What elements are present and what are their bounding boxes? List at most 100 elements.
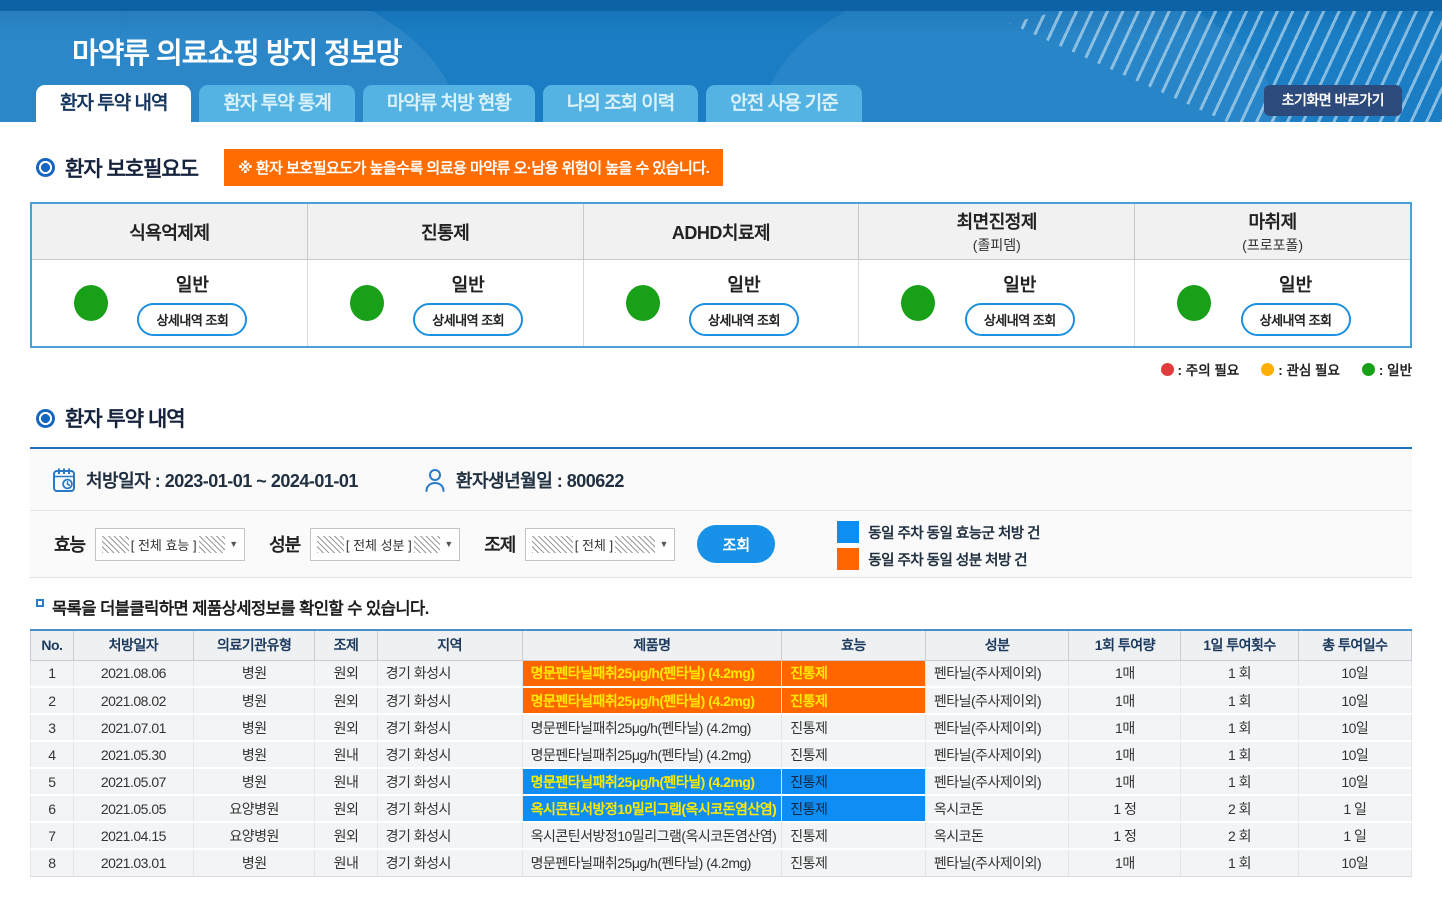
cell-ingredient: 옥시코돈: [925, 822, 1070, 850]
cell-efficacy: 진통제: [781, 768, 926, 796]
cell-dose: 1매: [1068, 660, 1182, 688]
cell-efficacy: 진통제: [781, 822, 926, 850]
legend-label: : 주의 필요: [1177, 363, 1240, 378]
prescription-period-text: 처방일자 : 2023-01-01 ~ 2024-01-01: [86, 470, 358, 491]
tab-4[interactable]: 나의 조회 이력: [542, 85, 699, 122]
protection-category-subtitle: (졸피뎀): [972, 237, 1021, 253]
chevron-down-icon: ▼: [444, 539, 454, 549]
search-button[interactable]: 조회: [697, 525, 776, 563]
detail-view-button[interactable]: 상세내역 조회: [1240, 302, 1351, 336]
column-header: 제품명: [522, 629, 783, 661]
cell-date: 2021.05.07: [73, 768, 194, 796]
cell-region: 경기 화성시: [377, 849, 523, 877]
table-row[interactable]: 1 2021.08.06 병원 원외 경기 화성시 명문펜타닐패취25μg/h(펜타닐) …: [30, 660, 1413, 688]
filter-group-3: 조제 [ 전체 ] ▼: [484, 527, 676, 561]
status-label: 일반: [1003, 274, 1037, 295]
cell-ingredient: 펜타닐(주사제이외): [925, 849, 1070, 877]
protection-notice: ※ 환자 보호필요도가 높을수록 의료용 마약류 오·남용 위험이 높을 수 있…: [224, 149, 724, 186]
status-label: 일반: [175, 274, 209, 295]
cell-no: 7: [30, 822, 74, 850]
cell-dose: 1매: [1068, 714, 1182, 742]
cell-ingredient: 펜타닐(주사제이외): [925, 687, 1070, 715]
detail-view-button[interactable]: 상세내역 조회: [964, 302, 1075, 336]
cell-region: 경기 화성시: [377, 822, 523, 850]
legend-label: 동일 주차 동일 성분 처방 건: [868, 552, 1028, 569]
cell-dispense: 원외: [314, 822, 378, 850]
column-header: 조제: [314, 629, 378, 661]
table-row[interactable]: 7 2021.04.15 요양병원 원외 경기 화성시 옥시콘틴서방정10밀리그램(옥시코…: [30, 822, 1413, 850]
status-dot-icon: [74, 285, 108, 321]
cell-region: 경기 화성시: [377, 687, 523, 715]
cell-ingredient: 펜타닐(주사제이외): [925, 768, 1070, 796]
select-hatch: [532, 535, 573, 553]
detail-view-button[interactable]: 상세내역 조회: [413, 302, 524, 336]
cell-no: 2: [30, 687, 74, 715]
select-value: [ 전체 효능 ]: [130, 537, 197, 553]
column-header: 총 투여일수: [1298, 629, 1413, 661]
cell-dispense: 원외: [314, 714, 378, 742]
cell-region: 경기 화성시: [377, 660, 523, 688]
cell-days: 10일: [1298, 741, 1413, 769]
cell-dispense: 원내: [314, 768, 378, 796]
cell-ingredient: 펜타닐(주사제이외): [925, 714, 1070, 742]
legend-label: 동일 주차 동일 효능군 처방 건: [868, 525, 1040, 542]
cell-dispense: 원외: [314, 795, 378, 823]
cell-date: 2021.08.06: [73, 660, 194, 688]
legend-dot-icon: [1361, 362, 1375, 376]
cell-org: 병원: [193, 714, 316, 742]
detail-view-button[interactable]: 상세내역 조회: [689, 302, 799, 336]
status-legend-item: : 관심 필요: [1261, 359, 1340, 379]
protection-section-header: 환자 보호필요도 ※ 환자 보호필요도가 높을수록 의료용 마약류 오·남용 위…: [36, 149, 1442, 186]
protection-col-header: 마취제 (프로포폴): [1135, 204, 1410, 260]
table-row[interactable]: 3 2021.07.01 병원 원외 경기 화성시 명문펜타닐패취25μg/h(펜타닐) …: [30, 714, 1413, 742]
cell-freq: 1 회: [1180, 768, 1299, 796]
table-row[interactable]: 2 2021.08.02 병원 원외 경기 화성시 명문펜타닐패취25μg/h(펜타닐) …: [30, 687, 1413, 715]
cell-days: 10일: [1298, 714, 1413, 742]
app-title: 마약류 의료쇼핑 방지 정보망: [72, 38, 402, 70]
cell-date: 2021.05.05: [73, 795, 194, 823]
home-shortcut-button[interactable]: 초기화면 바로가기: [1263, 85, 1402, 116]
select-hatch: [198, 535, 226, 553]
tab-1[interactable]: 환자 투약 내역: [36, 85, 192, 122]
protection-table: 식욕억제제 진통제 ADHD치료제 최면진정제 (졸피뎀) 마취제 (프로포폴) 일반 상세내…: [30, 202, 1412, 348]
column-header: 효능: [781, 629, 926, 661]
select-hatch: [317, 535, 344, 553]
table-row[interactable]: 6 2021.05.05 요양병원 원외 경기 화성시 옥시콘틴서방정10밀리그램(옥시코…: [30, 795, 1413, 823]
status-label: 일반: [1279, 274, 1313, 295]
tab-3[interactable]: 마약류 처방 현황: [362, 85, 535, 122]
filter-select-3[interactable]: [ 전체 ] ▼: [525, 527, 676, 561]
status-dot-icon: [349, 285, 384, 321]
table-row[interactable]: 5 2021.05.07 병원 원내 경기 화성시 명문펜타닐패취25μg/h(펜타닐) …: [30, 768, 1413, 796]
select-hatch: [102, 535, 129, 553]
tab-5[interactable]: 안전 사용 기준: [706, 85, 862, 122]
protection-status-cell: 일반 상세내역 조회: [307, 260, 584, 346]
table-row[interactable]: 8 2021.03.01 병원 원내 경기 화성시 명문펜타닐패취25μg/h(펜타닐) …: [30, 849, 1413, 877]
section-bullet-icon: [36, 408, 55, 428]
table-row[interactable]: 4 2021.05.30 병원 원내 경기 화성시 명문펜타닐패취25μg/h(펜타닐) …: [30, 741, 1413, 769]
note-row: 목록을 더블클릭하면 제품상세정보를 확인할 수 있습니다.: [36, 595, 1442, 619]
cell-dose: 1매: [1068, 687, 1182, 715]
cell-freq: 1 회: [1180, 741, 1299, 769]
cell-org: 병원: [193, 687, 316, 715]
chevron-down-icon: ▼: [229, 539, 239, 549]
cell-efficacy: 진통제: [781, 795, 926, 823]
cell-no: 6: [30, 795, 74, 823]
status-dot-icon: [1177, 285, 1212, 321]
history-section-header: 환자 투약 내역: [36, 403, 1442, 433]
cell-freq: 1 회: [1180, 660, 1299, 688]
filter-select-1[interactable]: [ 전체 효능 ] ▼: [95, 527, 246, 561]
cell-region: 경기 화성시: [377, 795, 523, 823]
tab-2[interactable]: 환자 투약 통계: [199, 85, 355, 122]
detail-view-button[interactable]: 상세내역 조회: [137, 302, 248, 336]
filter-select-2[interactable]: [ 전체 성분 ] ▼: [310, 527, 461, 561]
person-icon: [424, 467, 446, 493]
cell-date: 2021.08.02: [73, 687, 194, 715]
protection-section-title: 환자 보호필요도: [65, 157, 199, 181]
cell-product: 명문펜타닐패취25μg/h(펜타닐) (4.2mg): [522, 849, 783, 877]
select-value: [ 전체 ]: [574, 537, 614, 553]
